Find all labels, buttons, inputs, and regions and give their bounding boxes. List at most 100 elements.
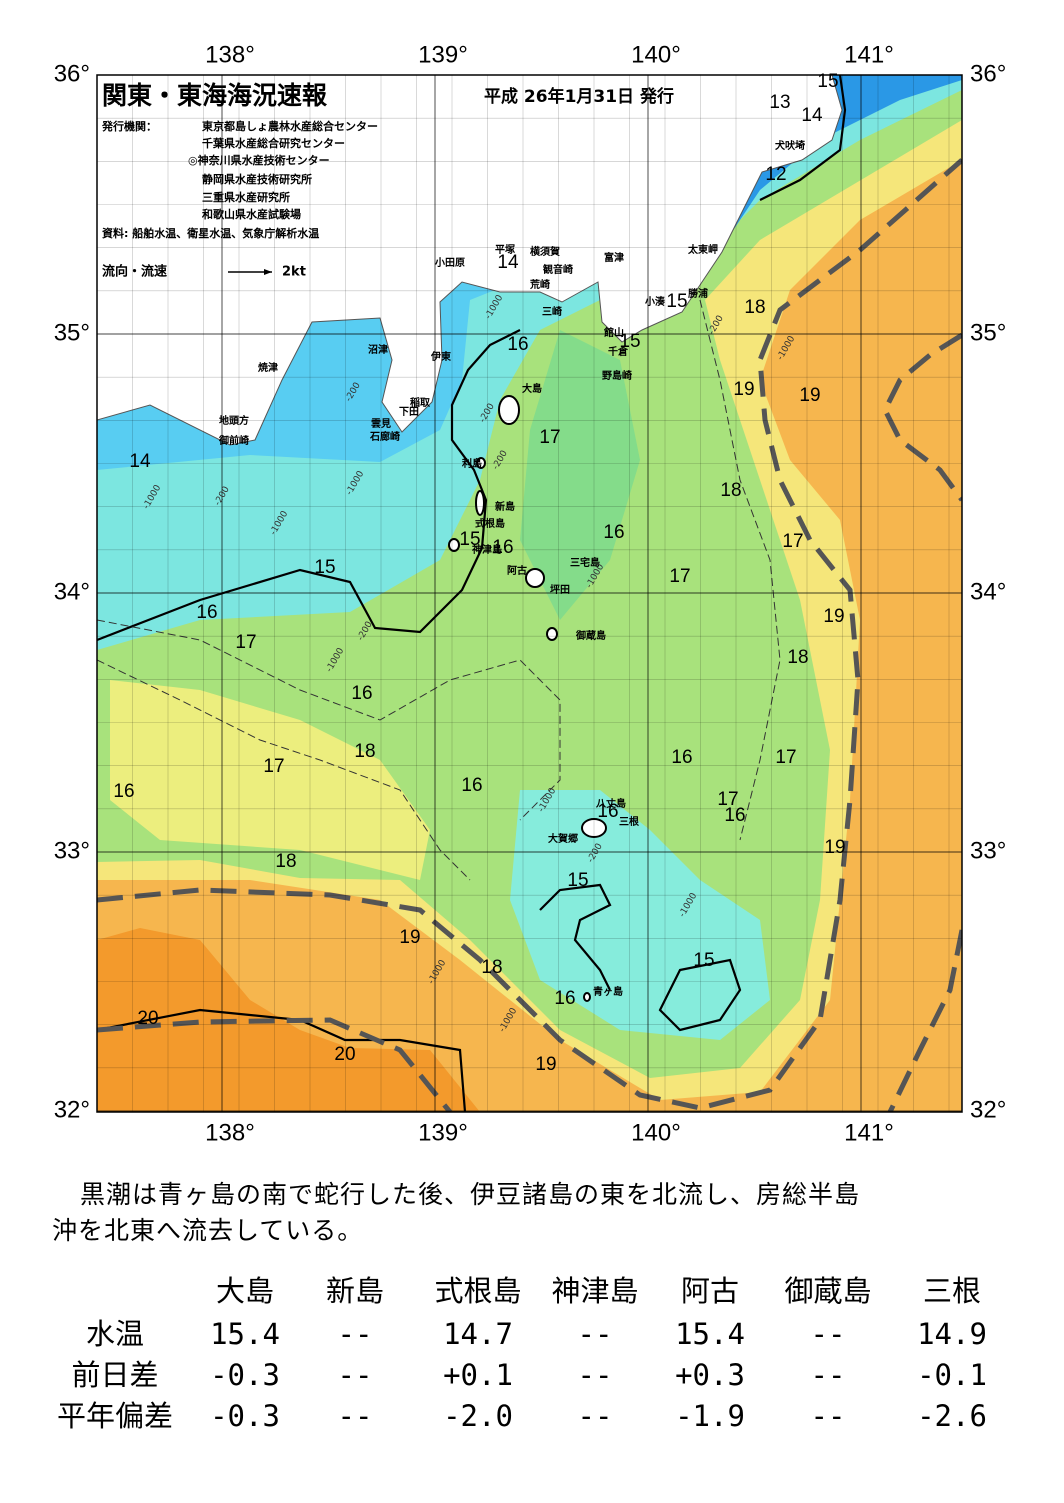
lat-label: 34° [54, 578, 90, 605]
place-name: 神津島 [472, 543, 502, 556]
contour-label: 13 [769, 92, 790, 113]
island [581, 818, 607, 838]
lat-label: 36° [54, 60, 90, 87]
issuer: 東京都島しょ農林水産総合センター [202, 119, 378, 133]
table-cell: -- [578, 1317, 613, 1351]
place-name: 千倉 [608, 345, 629, 358]
contour-label: 19 [824, 837, 845, 858]
contour-15 [658, 958, 742, 1032]
table-header: 三根 [923, 1274, 981, 1308]
place-name: 平塚 [495, 243, 515, 256]
place-name: 坪田 [550, 583, 570, 596]
island [583, 992, 591, 1002]
contour-label: 20 [137, 1008, 158, 1029]
contour-label: 20 [334, 1044, 355, 1065]
contour-label: 15 [693, 950, 714, 971]
place-name: 焼津 [258, 361, 278, 374]
contour-15 [97, 329, 521, 642]
contour-label: 18 [720, 480, 741, 501]
contour-label: 16 [724, 805, 745, 826]
sea-hot [97, 928, 480, 1112]
thin-contours [97, 299, 781, 881]
lat-label: 32° [54, 1096, 90, 1123]
contour-label: 15 [314, 557, 335, 578]
place-name: 利島 [462, 457, 482, 470]
table-header: 式根島 [434, 1274, 521, 1308]
issuer: 千葉県水産総合研究センター [202, 136, 345, 150]
table-cell: -- [578, 1399, 613, 1433]
place-name: 富津 [604, 251, 624, 264]
issuer: 静岡県水産技術研究所 [202, 172, 312, 186]
table-cell: -- [338, 1358, 373, 1392]
place-name: 下田 [399, 406, 419, 418]
place-name: 八丈島 [595, 797, 626, 810]
table-header: 御蔵島 [784, 1274, 871, 1308]
table-cell: -- [811, 1399, 846, 1433]
island [476, 457, 486, 469]
place-name: 太東岬 [687, 243, 718, 256]
contour-label: 17 [782, 531, 803, 552]
contour-label: 15 [567, 870, 588, 891]
table-cell: -- [338, 1399, 373, 1433]
island [475, 490, 485, 516]
lat-label: 35° [54, 319, 90, 346]
lon-label: 141° [844, 1119, 894, 1146]
description: 沖を北東へ流去している。 [52, 1216, 363, 1245]
contour-label: 18 [787, 647, 808, 668]
issuer: 和歌山県水産試験場 [202, 207, 301, 221]
lat-label: 33° [54, 837, 90, 864]
place-name: 式根島 [475, 517, 505, 530]
contour-label: 16 [671, 747, 692, 768]
table-cell: 14.7 [443, 1317, 513, 1351]
place-name: 三宅島 [570, 556, 600, 569]
issuer: 三重県水産研究所 [202, 190, 290, 204]
place-name: 地頭方 [219, 414, 249, 427]
map-fills [97, 75, 962, 1112]
place-name: 三崎 [542, 305, 562, 318]
table-cell: -0.3 [210, 1358, 280, 1392]
table-header: 新島 [326, 1274, 384, 1308]
contour-label: 19 [535, 1054, 556, 1075]
contour-label: 12 [765, 164, 786, 185]
table-cell: 15.4 [210, 1317, 280, 1351]
place-name: 横須賀 [530, 245, 560, 258]
lat-label: 32° [970, 1096, 1006, 1123]
place-name: 大島 [522, 382, 542, 395]
place-name: 阿古 [507, 564, 527, 577]
table-cell: -1.9 [675, 1399, 745, 1433]
lat-label: 33° [970, 837, 1006, 864]
table-cell: -2.6 [917, 1399, 987, 1433]
contours [97, 75, 847, 1112]
row-label: 前日差 [71, 1358, 158, 1392]
kuroshio-line [97, 158, 962, 1111]
lon-label: 139° [418, 41, 468, 68]
place-name: 沼津 [368, 343, 388, 356]
table-cell: -2.0 [443, 1399, 513, 1433]
kuroshio-axis [97, 158, 962, 1112]
contour-16 [97, 619, 561, 821]
issue-date: 平成 26年1月31日 発行 [484, 86, 674, 107]
contour-label: 17 [775, 747, 796, 768]
lat-label: 34° [970, 578, 1006, 605]
lon-label: 140° [631, 41, 681, 68]
place-name: 野島崎 [602, 369, 632, 382]
contour-18 [699, 299, 781, 841]
description: 黒潮は青ヶ島の南で蛇行した後、伊豆諸島の東を北流し、房総半島 [80, 1180, 860, 1209]
contour-label: 16 [597, 801, 618, 822]
place-name: 小田原 [434, 256, 465, 269]
contour-label: 18 [481, 957, 502, 978]
table-header: 阿古 [681, 1274, 739, 1308]
islands [448, 395, 607, 1002]
place-name: 伊東 [430, 350, 451, 363]
table-cell: -- [811, 1317, 846, 1351]
contour-label: 15 [619, 331, 640, 352]
table-header: 神津島 [551, 1274, 638, 1308]
place-name: 館山 [603, 326, 624, 339]
map-title: 関東・東海海況速報 [102, 81, 328, 110]
data-source: 資料: 船舶水温、衛星水温、気象庁解析水温 [102, 226, 319, 240]
vector-speed: 2kt [282, 265, 306, 280]
contour-label: 19 [823, 606, 844, 627]
contour-17 [97, 659, 471, 881]
contour-label: 16 [461, 775, 482, 796]
table-cell: -- [338, 1317, 373, 1351]
